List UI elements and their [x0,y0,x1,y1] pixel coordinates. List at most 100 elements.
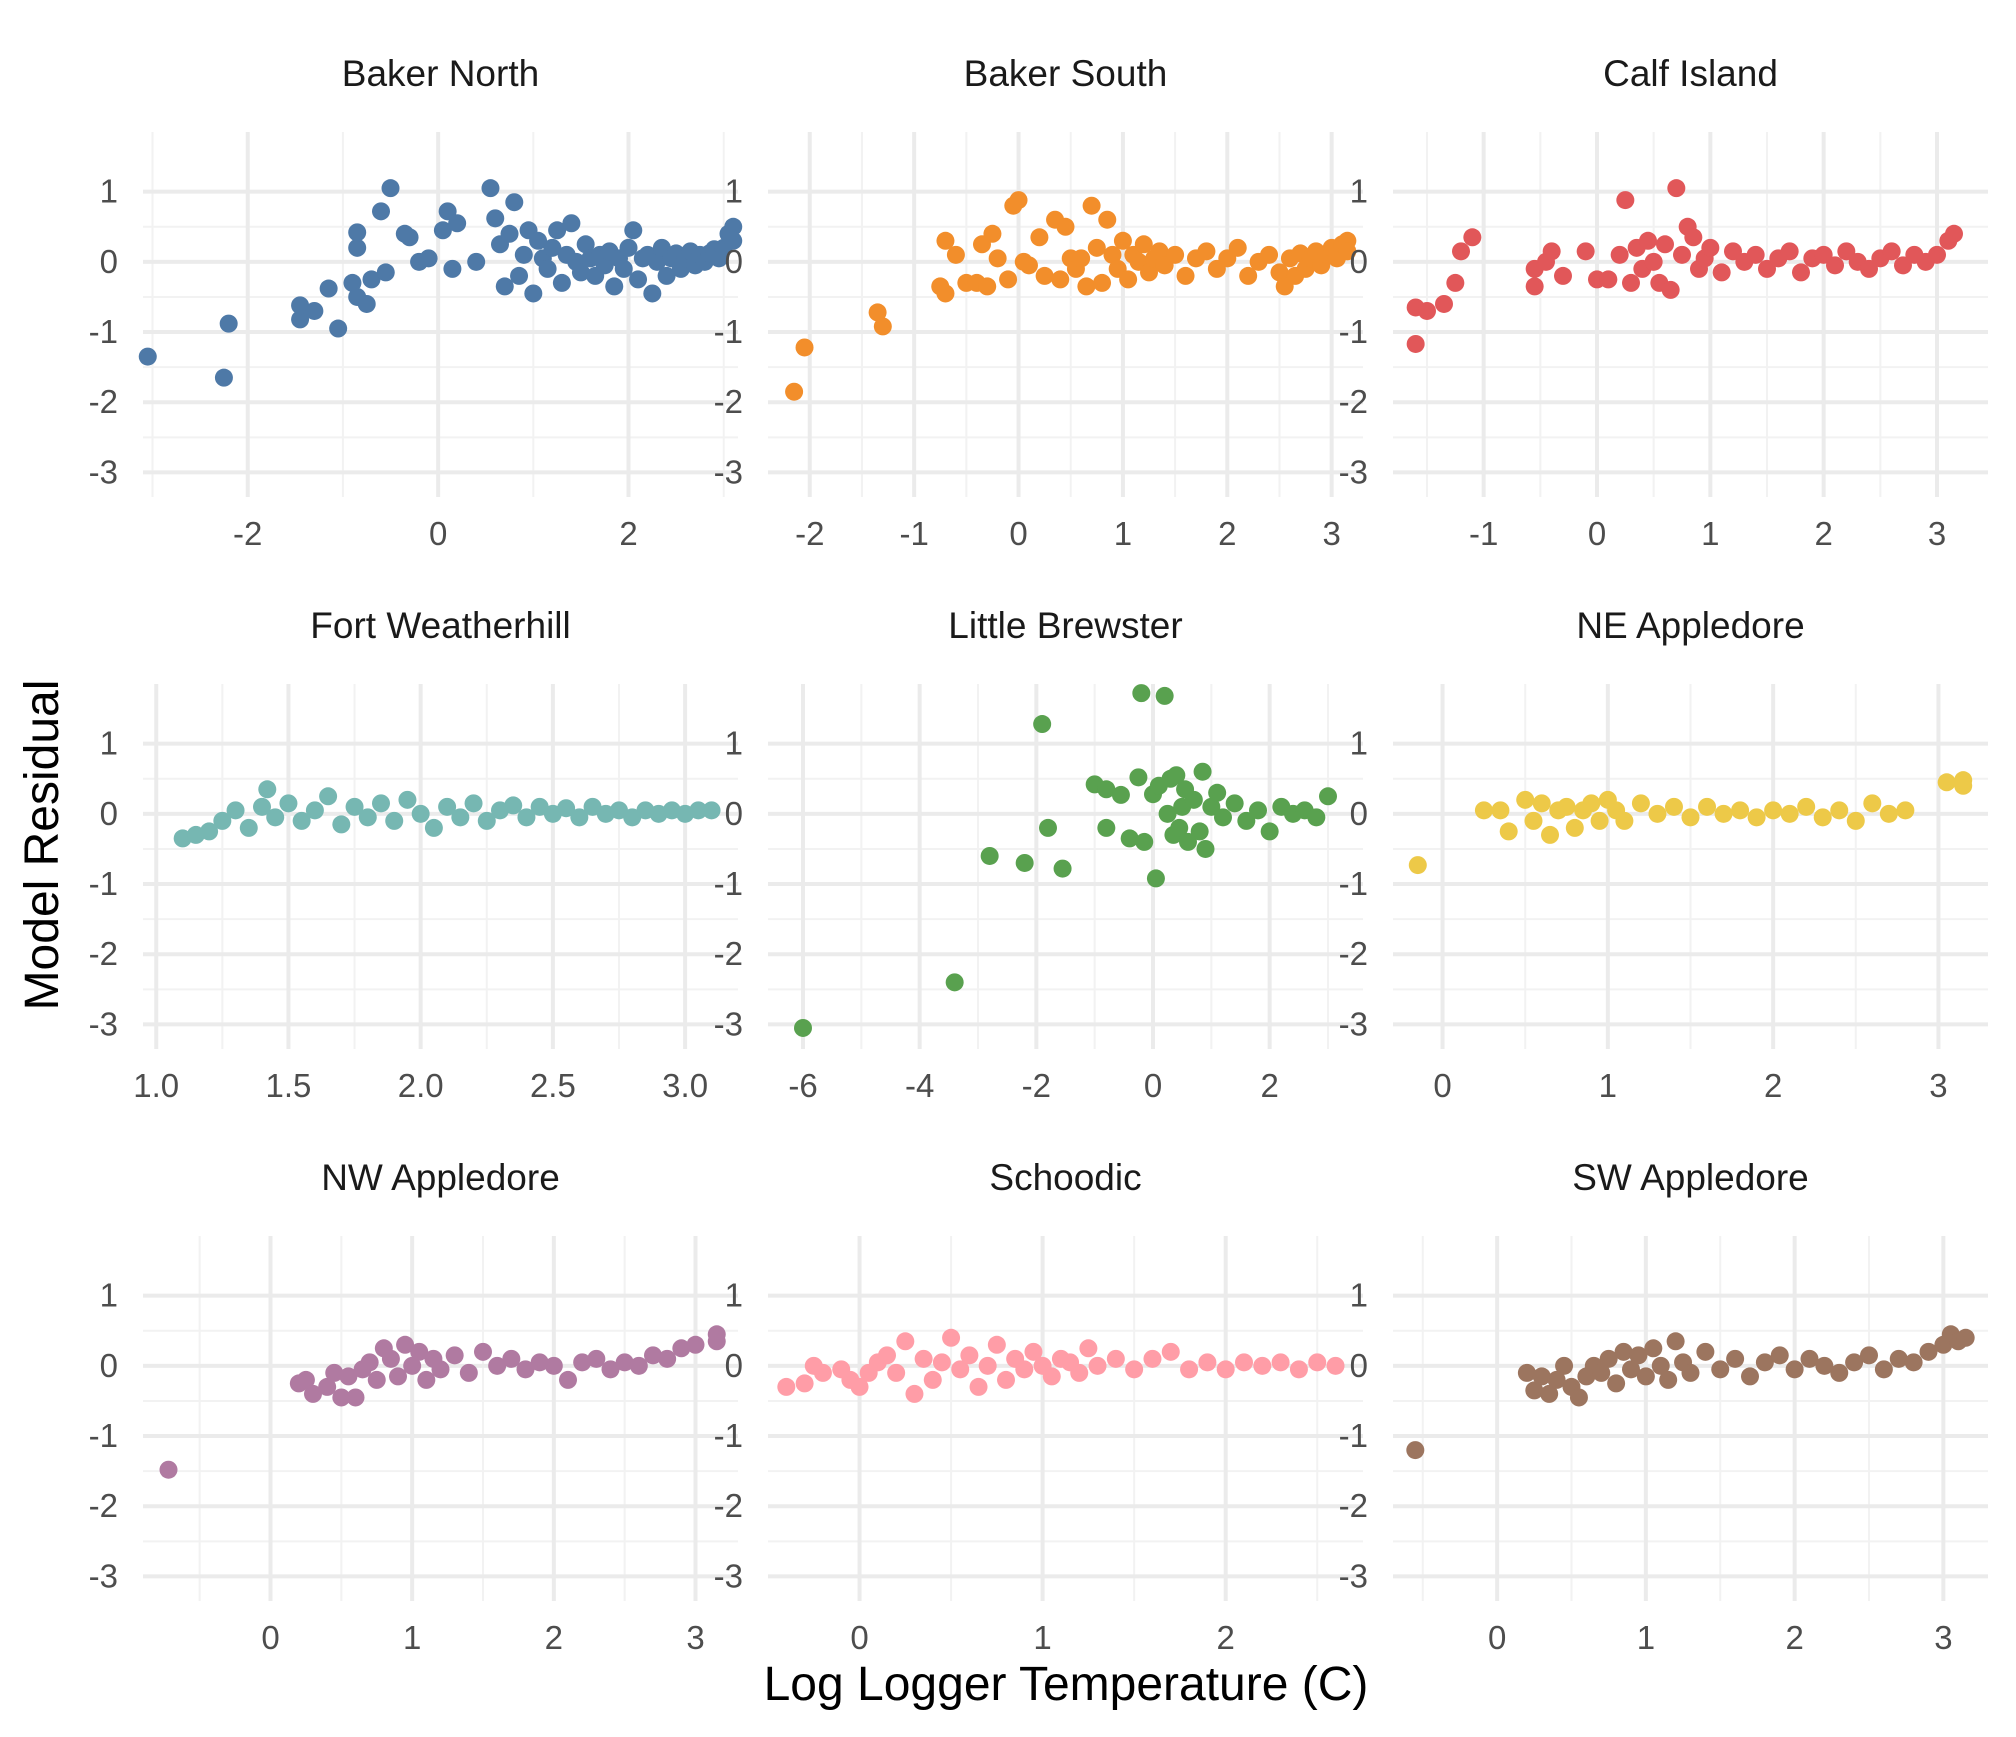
data-point [495,277,514,296]
data-point [610,801,628,820]
data-point [1904,1353,1923,1372]
data-point [1079,1339,1098,1358]
data-point [346,1388,365,1407]
data-point [1525,1381,1544,1400]
data-point [1845,1353,1864,1372]
data-point [304,1384,322,1403]
x-tick-label: 0 [1488,1619,1506,1656]
points-baker-north [138,179,743,387]
data-point [448,214,467,233]
data-point [571,263,590,282]
data-point [1015,1360,1034,1379]
data-point [1815,1356,1834,1375]
y-tick-label: -1 [89,313,118,350]
data-point [348,238,367,257]
data-point [381,179,400,198]
x-tick-label: 3 [1934,1619,1952,1656]
data-point [1474,801,1493,820]
points-sw-appledore [1406,1325,1975,1460]
data-point [997,1370,1015,1389]
data-point [253,797,271,816]
x-tick-label: 0 [1433,1067,1451,1104]
data-point [1132,684,1151,703]
data-point [339,1367,358,1386]
y-tick-label: -1 [714,865,743,902]
data-point [505,193,524,212]
y-tick-label: 1 [725,725,743,762]
data-point [1615,811,1634,830]
data-point [213,811,232,830]
y-tick-label: -3 [89,453,118,490]
x-tick-label: 2.5 [530,1067,576,1104]
data-point [624,221,643,240]
data-point [1308,1353,1327,1372]
data-point [1614,1342,1633,1361]
data-point [1698,797,1717,816]
data-point [1129,768,1148,787]
data-point [1644,252,1663,271]
data-point [1077,277,1096,296]
data-point [396,1335,415,1354]
data-point [445,1346,464,1365]
data-point [999,270,1018,289]
panel-title-ne-appledore: NE Appledore [1576,605,1804,646]
x-tick-label: 0 [1009,515,1027,552]
data-point [517,808,536,827]
data-point [878,1346,896,1365]
data-point [896,1332,915,1351]
data-point [1656,235,1674,254]
data-point [1616,191,1635,210]
data-point [932,1353,951,1372]
y-tick-label: -1 [714,1417,743,1454]
data-point [960,1346,979,1365]
data-point [1235,1353,1253,1372]
data-point [1326,1356,1345,1375]
panel-title-baker-south: Baker South [964,53,1168,94]
x-tick-label: 3 [1928,515,1946,552]
data-point [504,796,523,815]
data-point [319,279,338,298]
data-point [562,214,581,233]
points-baker-south [785,191,1357,401]
x-tick-label: 3 [1323,515,1341,552]
x-tick-label: 2 [619,515,637,552]
data-point [601,1360,620,1379]
data-point [1644,1339,1663,1358]
data-point [1830,801,1849,820]
data-point [707,1332,726,1351]
x-tick-label: 1.0 [133,1067,179,1104]
data-point [1860,259,1878,278]
data-point [1097,818,1116,837]
data-point [1731,801,1750,820]
data-point [1035,266,1054,285]
data-point [524,284,543,303]
data-point [1260,245,1279,264]
x-tick-label: -1 [899,515,928,552]
y-tick-label: -1 [89,865,118,902]
data-point [868,303,887,322]
data-point [1554,266,1572,285]
data-point [936,284,955,303]
data-point [795,1374,814,1393]
data-point [629,1356,648,1375]
data-point [724,231,743,250]
data-point [1945,224,1963,243]
data-point [1225,794,1244,813]
data-point [1270,263,1289,282]
data-point [367,1370,386,1389]
x-tick-label: 3 [686,1619,704,1656]
data-point [438,797,457,816]
x-tick-label: 1 [1114,515,1132,552]
data-point [419,249,438,268]
data-point [595,256,614,275]
y-tick-label: 0 [725,1347,743,1384]
data-point [914,1349,933,1368]
data-point [777,1377,796,1396]
data-point [1167,766,1186,785]
data-point [1106,1349,1125,1368]
data-point [1406,334,1425,353]
data-point [1592,1363,1611,1382]
y-tick-label: -3 [89,1005,118,1042]
data-point [1271,1353,1290,1372]
